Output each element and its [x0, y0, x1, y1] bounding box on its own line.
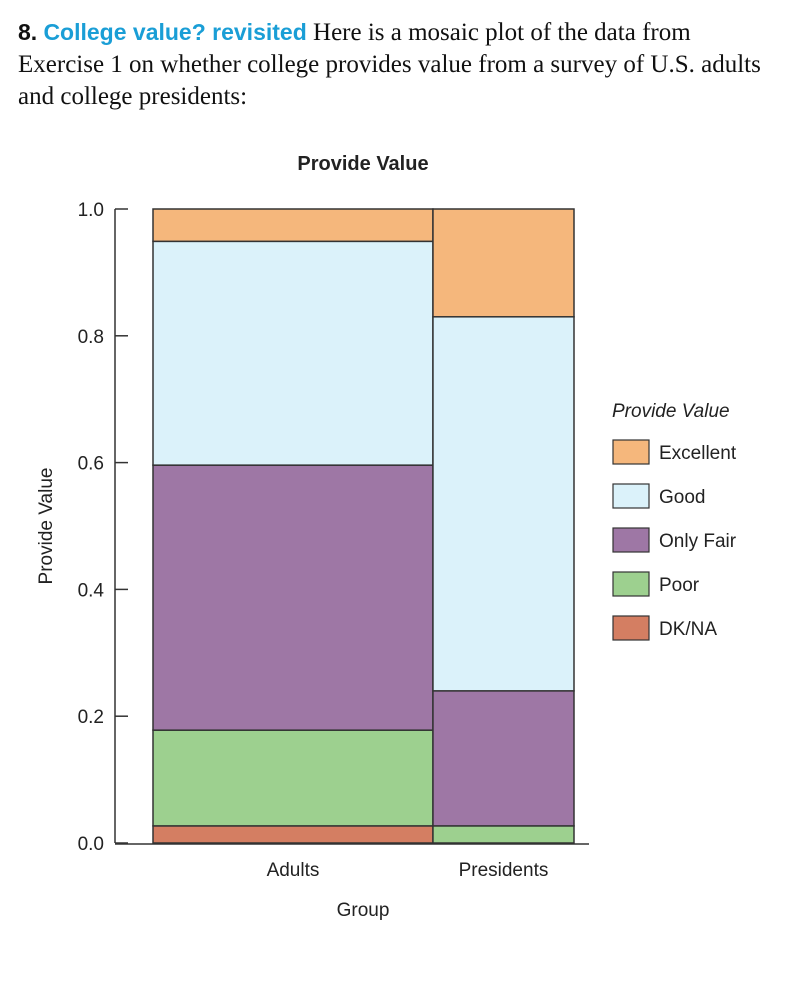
legend-swatch [612, 527, 650, 553]
question-title: College value? revisited [43, 19, 307, 45]
mosaic-tile-presidents-excellent [432, 208, 575, 318]
x-axis-label: Group [337, 900, 390, 921]
mosaic-tile-presidents-good [432, 316, 575, 692]
legend-swatch [612, 615, 650, 641]
legend-label: DK/NA [659, 619, 717, 640]
question-text: Here is a mosaic plot of the data from E… [18, 19, 761, 110]
mosaic-tile-presidents-onlyfair [432, 690, 575, 827]
legend-label: Poor [659, 575, 700, 596]
mosaic-tile-adults-good [152, 240, 434, 466]
x-tick-label: Presidents [459, 860, 549, 881]
y-tick-label: 0.4 [78, 580, 105, 601]
legend-label: Good [659, 487, 705, 508]
y-tick-label: 0.2 [78, 707, 104, 728]
x-tick-label: Adults [267, 860, 320, 881]
chart-title: Provide Value [297, 153, 428, 175]
y-tick-label: 0.6 [78, 454, 104, 475]
mosaic-tile-adults-onlyfair [152, 464, 434, 731]
y-tick-label: 0.0 [78, 834, 104, 855]
y-tick-label: 1.0 [78, 200, 104, 221]
legend-swatch [612, 571, 650, 597]
legend-label: Only Fair [659, 531, 737, 552]
y-axis-label: Provide Value [36, 468, 57, 585]
mosaic-tile-adults-poor [152, 729, 434, 827]
legend-label: Excellent [659, 443, 737, 464]
mosaic-tile-presidents-poor [432, 825, 575, 844]
legend-swatch [612, 439, 650, 465]
mosaic-tile-adults-excellent [152, 208, 434, 243]
question-number: 8. [18, 19, 38, 45]
legend-swatch [612, 483, 650, 509]
question: 8. College value? revisited Here is a mo… [18, 16, 778, 113]
mosaic-tile-adults-dkna [152, 825, 434, 844]
legend-title: Provide Value [612, 401, 730, 422]
y-tick-label: 0.8 [78, 327, 104, 348]
